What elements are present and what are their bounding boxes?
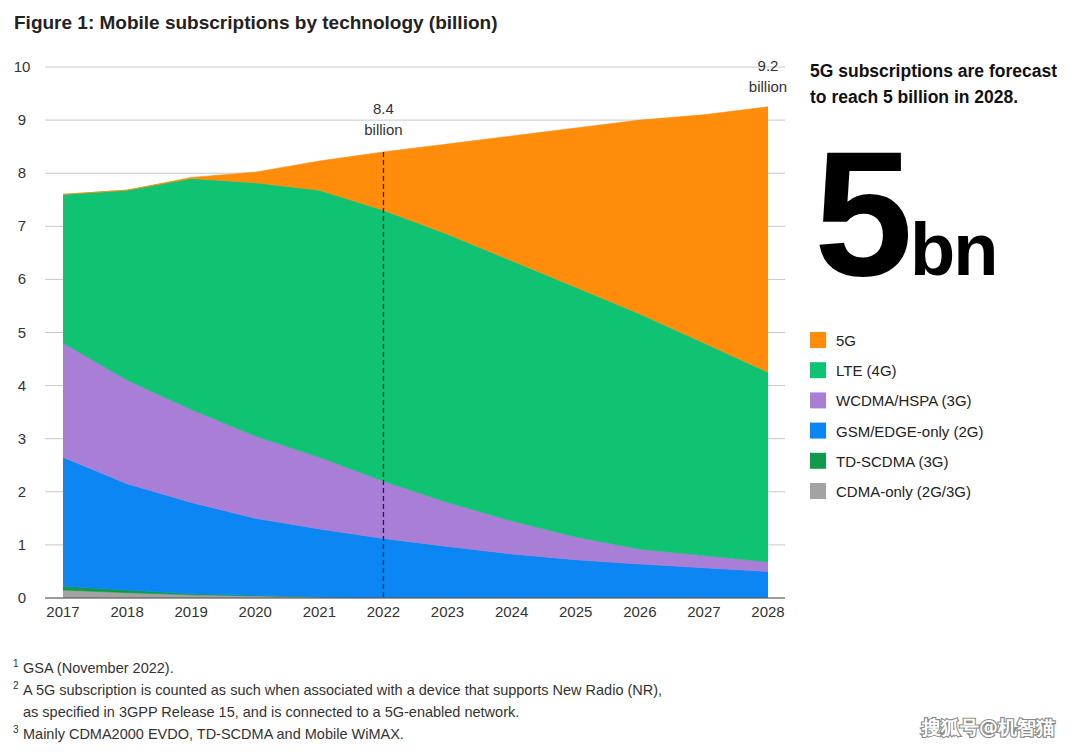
x-tick-label: 2018 bbox=[110, 603, 143, 620]
x-tick-label: 2020 bbox=[239, 603, 272, 620]
y-tick-label: 5 bbox=[18, 324, 26, 341]
x-tick-label: 2027 bbox=[687, 603, 720, 620]
y-tick-label: 6 bbox=[18, 270, 26, 287]
legend-swatch bbox=[810, 483, 826, 499]
y-tick-label: 1 bbox=[18, 536, 26, 553]
title: Figure 1: Mobile subscriptions by techno… bbox=[14, 12, 497, 33]
legend-label: GSM/EDGE-only (2G) bbox=[836, 423, 984, 440]
legend-label: WCDMA/HSPA (3G) bbox=[836, 392, 972, 409]
area bbox=[63, 107, 768, 373]
watermark: 搜狐号@机智猫 bbox=[921, 716, 1055, 738]
note-text: as specified in 3GPP Release 15, and is … bbox=[23, 704, 519, 720]
y-tick-label: 4 bbox=[18, 377, 26, 394]
x-tick-label: 2025 bbox=[559, 603, 592, 620]
grid-line bbox=[45, 598, 785, 599]
x-tick-label: 2022 bbox=[367, 603, 400, 620]
x-tick-label: 2028 bbox=[751, 603, 784, 620]
legend-label: CDMA-only (2G/3G) bbox=[836, 483, 971, 500]
legend: 5G LTE (4G) WCDMA/HSPA (3G) GSM/EDGE-only (… bbox=[810, 332, 984, 500]
legend-swatch bbox=[810, 392, 826, 408]
y-tick-label: 2 bbox=[18, 483, 26, 500]
x-tick-label: 2017 bbox=[46, 603, 79, 620]
big-number: 5 bbox=[814, 114, 909, 313]
grid bbox=[45, 67, 785, 598]
legend-label: 5G bbox=[836, 332, 856, 349]
legend-swatch bbox=[810, 423, 826, 439]
note-marker: 1 bbox=[13, 658, 19, 669]
annotation-line bbox=[383, 152, 384, 598]
legend-swatch bbox=[810, 332, 826, 348]
headline: to reach 5 billion in 2028. bbox=[810, 87, 1018, 107]
headline: 5G subscriptions are forecast bbox=[810, 61, 1057, 81]
annotation-value: 9.2 bbox=[758, 57, 779, 74]
x-axis-line bbox=[45, 598, 785, 599]
note-text: A 5G subscription is counted as such whe… bbox=[23, 682, 662, 698]
y-tick-label: 7 bbox=[18, 217, 26, 234]
x-tick-label: 2023 bbox=[431, 603, 464, 620]
grid-line bbox=[45, 67, 785, 68]
x-tick-label: 2021 bbox=[303, 603, 336, 620]
note-marker: 3 bbox=[13, 724, 19, 735]
legend-swatch bbox=[810, 453, 826, 469]
y-tick-label: 10 bbox=[14, 58, 31, 75]
y-tick-label: 9 bbox=[18, 111, 26, 128]
note-marker: 2 bbox=[13, 680, 19, 691]
y-tick-label: 0 bbox=[18, 589, 26, 606]
chart: Figure 1: Mobile subscriptions by techno… bbox=[0, 0, 1080, 752]
legend-label: TD-SCDMA (3G) bbox=[836, 453, 949, 470]
areas bbox=[63, 107, 768, 598]
big-number-unit: bn bbox=[910, 208, 996, 291]
legend-label: LTE (4G) bbox=[836, 362, 897, 379]
y-tick-label: 3 bbox=[18, 430, 26, 447]
note-text: Mainly CDMA2000 EVDO, TD-SCDMA and Mobil… bbox=[23, 726, 404, 742]
x-tick-label: 2019 bbox=[174, 603, 207, 620]
annotation-unit: billion bbox=[364, 121, 402, 138]
x-tick-label: 2024 bbox=[495, 603, 528, 620]
x-tick-label: 2026 bbox=[623, 603, 656, 620]
note-text: GSA (November 2022). bbox=[23, 660, 174, 676]
annotation-value: 8.4 bbox=[373, 100, 394, 117]
legend-swatch bbox=[810, 362, 826, 378]
y-tick-label: 8 bbox=[18, 164, 26, 181]
annotation-unit: billion bbox=[749, 78, 787, 95]
